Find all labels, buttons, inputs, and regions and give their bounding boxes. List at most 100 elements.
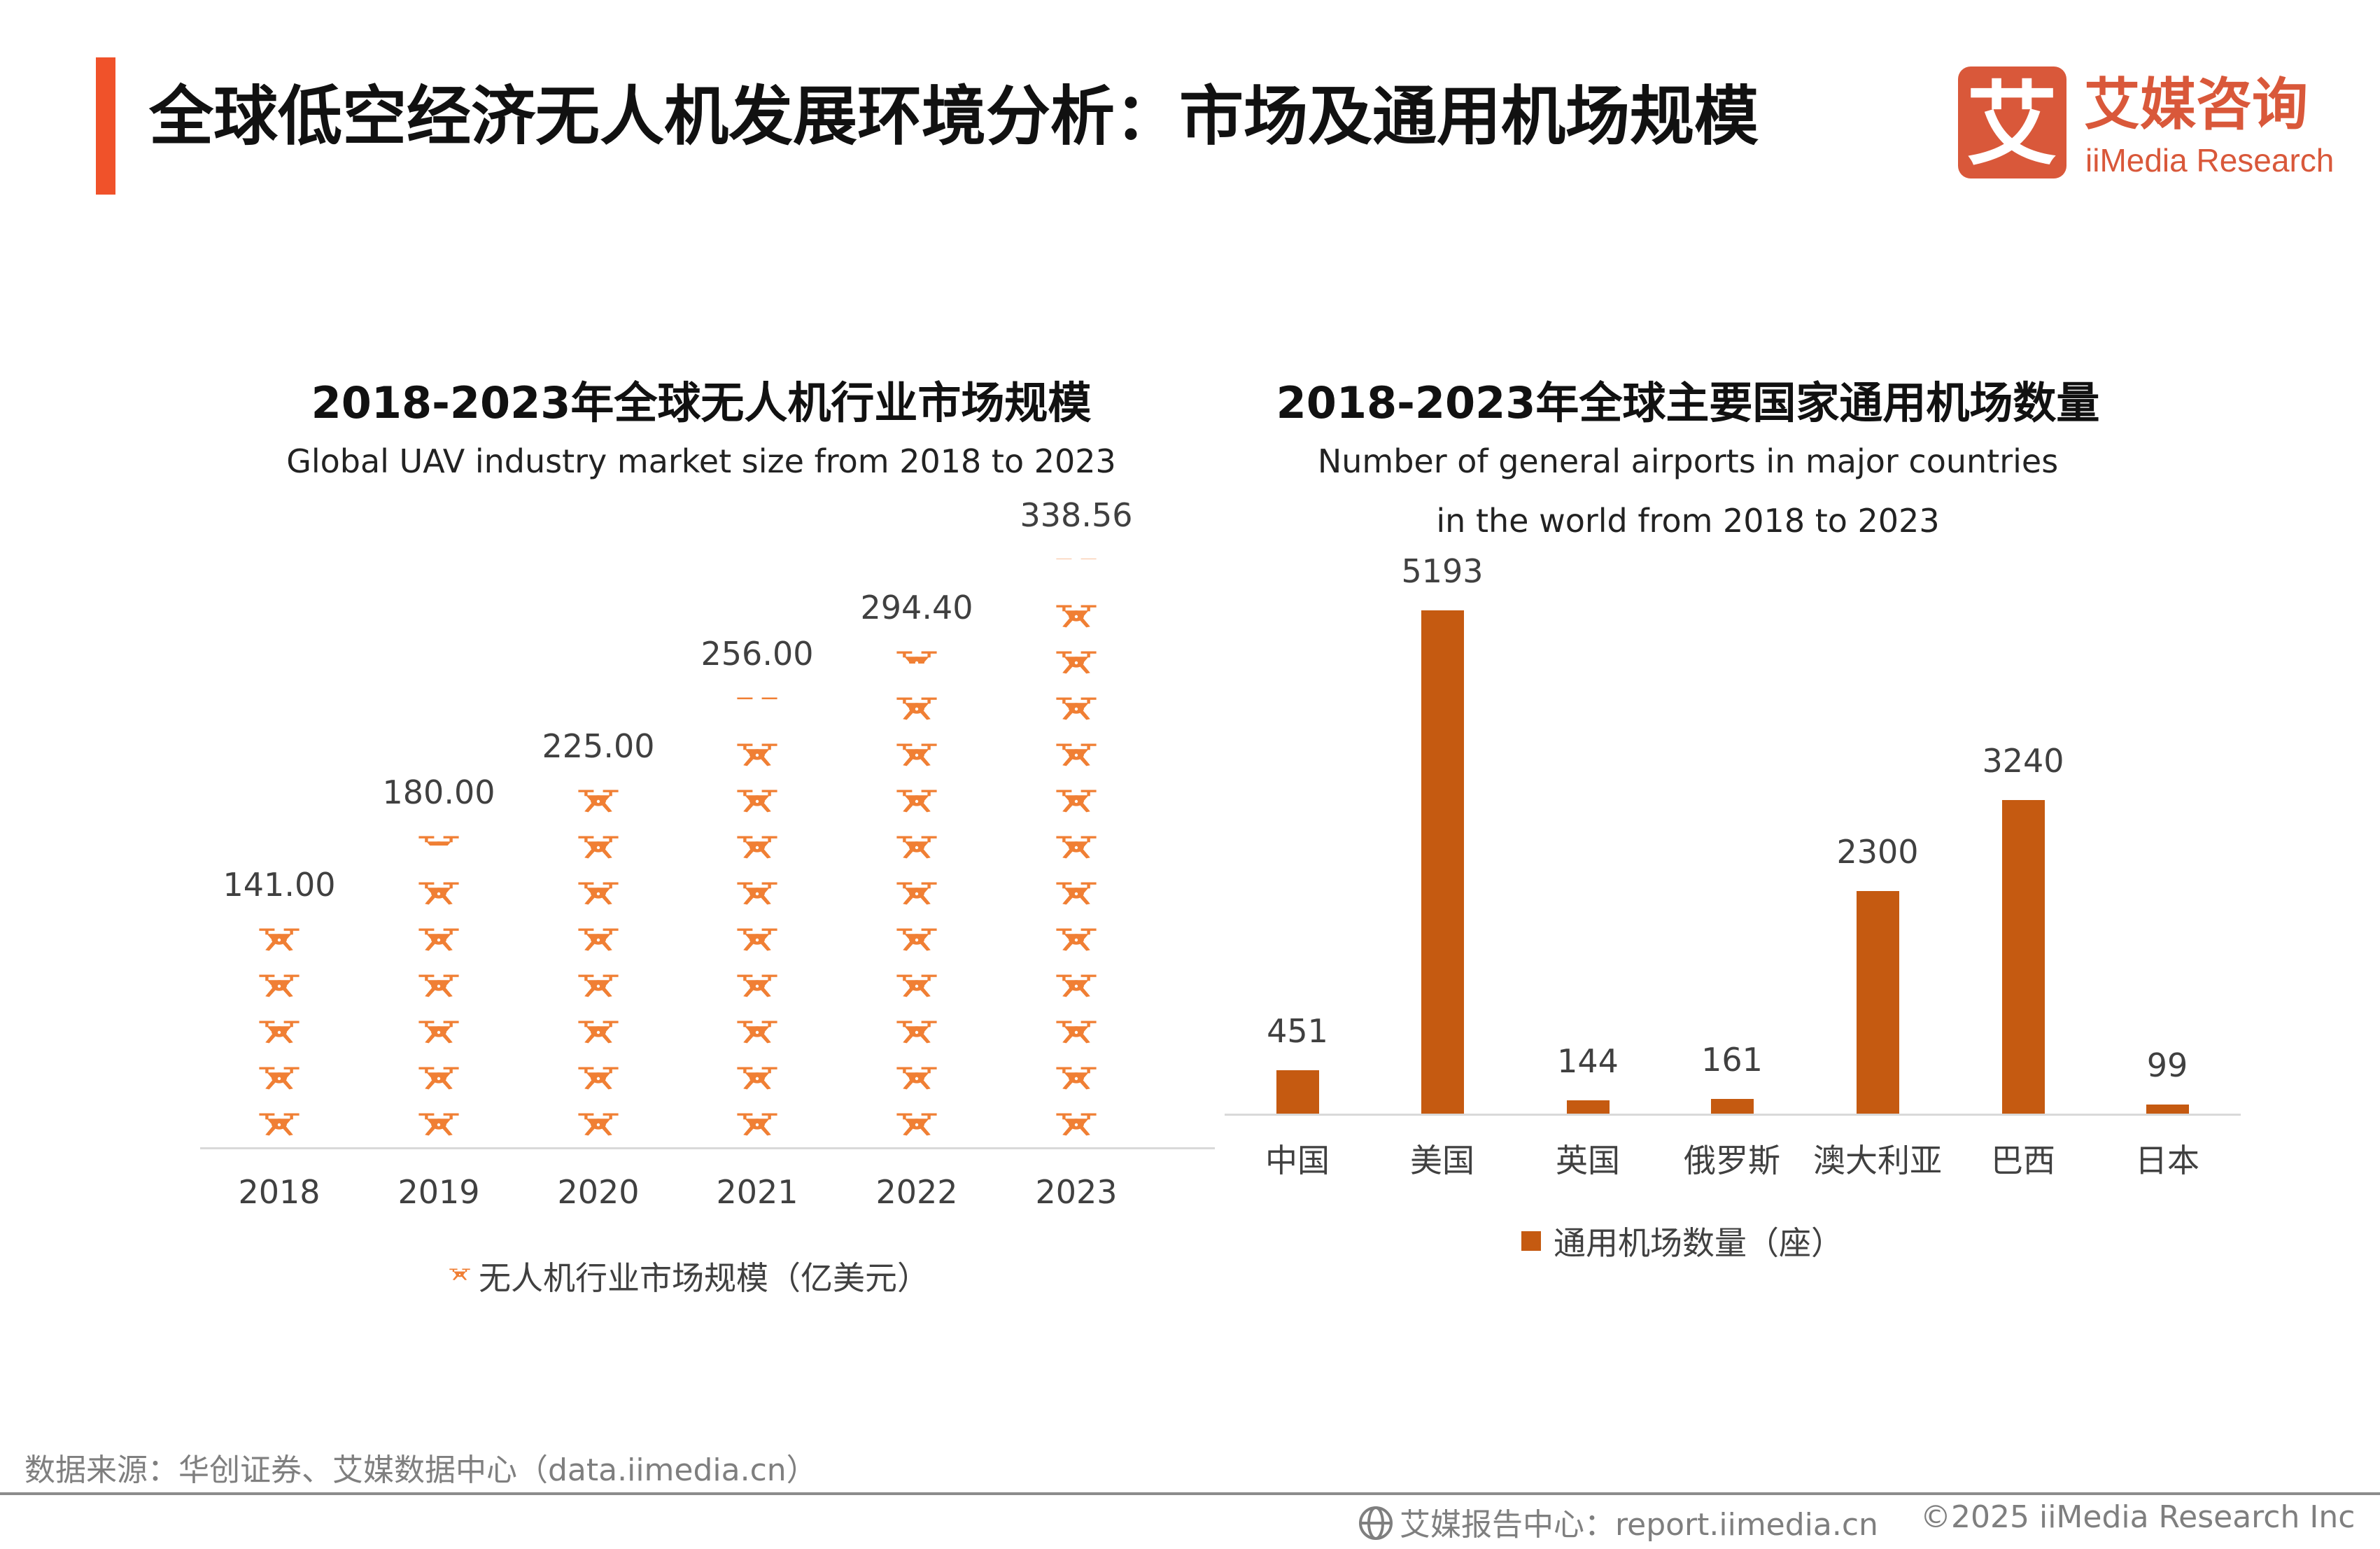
x-tick-label: 巴西 <box>1991 1142 2055 1179</box>
drone-icon <box>1053 927 1099 953</box>
left-legend: 无人机行业市场规模（亿美元） <box>448 1253 929 1299</box>
drone-icon <box>894 742 940 769</box>
footer-divider <box>0 1492 2380 1495</box>
data-label: 161 <box>1701 1040 1763 1079</box>
drone-icon <box>894 788 940 815</box>
x-tick-label: 2020 <box>557 1173 640 1211</box>
drone-icon <box>894 834 940 861</box>
right-legend: 通用机场数量（座） <box>1521 1218 1843 1264</box>
bar <box>1566 1100 1610 1114</box>
data-source: 数据来源：华创证券、艾媒数据中心（data.iimedia.cn） <box>24 1452 817 1488</box>
drone-icon <box>575 1112 621 1138</box>
drone-icon <box>1053 973 1099 1000</box>
left-x-axis <box>200 1147 1215 1149</box>
drone-icon <box>734 1112 780 1138</box>
data-label: 3240 <box>1982 741 2064 780</box>
drone-icon <box>1053 834 1099 861</box>
drone-icon <box>1053 696 1099 722</box>
bar <box>2001 799 2045 1114</box>
right-chart-subtitle-line2: in the world from 2018 to 2023 <box>1436 502 1940 540</box>
bar <box>2146 1105 2189 1114</box>
drone-icon <box>734 1065 780 1092</box>
bar <box>1710 1098 1754 1114</box>
svg-text:艾媒咨询: 艾媒咨询 <box>2084 72 2308 137</box>
x-tick-label: 2023 <box>1035 1173 1118 1211</box>
drone-icon <box>1053 788 1099 815</box>
drone-icon <box>1053 1112 1099 1138</box>
globe-icon <box>1358 1505 1394 1549</box>
svg-text:艾: 艾 <box>1966 71 2057 178</box>
uav-market-pictograph-chart: 141.00 2018 180.00 2019 225.00 2020 256.00 2021… <box>0 0 1225 1400</box>
drone-icon <box>1053 742 1099 769</box>
drone-icon <box>894 1065 940 1092</box>
drone-icon <box>575 788 621 815</box>
x-tick-label: 英国 <box>1556 1142 1620 1179</box>
report-center: 艾媒报告中心：report.iimedia.cn <box>1358 1499 1878 1549</box>
copyright: ©2025 iiMedia Research Inc <box>1920 1499 2356 1535</box>
drone-icon <box>894 973 940 1000</box>
drone-icon <box>734 881 780 907</box>
right-legend-label: 通用机场数量（座） <box>1554 1224 1843 1262</box>
drone-icon <box>734 788 780 815</box>
data-label: 5193 <box>1401 552 1484 590</box>
svg-text:iiMedia Research: iiMedia Research <box>2085 142 2334 178</box>
drone-icon <box>256 973 302 1000</box>
data-label: 294.40 <box>860 589 973 626</box>
drone-icon <box>416 1065 462 1092</box>
drone-icon <box>894 696 940 722</box>
data-label: 225.00 <box>542 727 655 765</box>
drone-icon <box>256 927 302 953</box>
title-accent-bar <box>96 57 115 195</box>
drone-icon <box>894 1112 940 1138</box>
drone-icon <box>894 881 940 907</box>
right-x-axis <box>1225 1114 2241 1116</box>
drone-icon <box>894 1019 940 1046</box>
drone-icon <box>1053 1065 1099 1092</box>
x-tick-label: 2018 <box>238 1173 321 1211</box>
drone-icon <box>256 1065 302 1092</box>
data-label: 99 <box>2146 1046 2188 1085</box>
drone-icon <box>575 881 621 907</box>
drone-icon <box>1053 557 1099 560</box>
x-tick-label: 日本 <box>2135 1142 2199 1179</box>
data-label: 256.00 <box>700 635 814 673</box>
data-label: 144 <box>1557 1042 1619 1081</box>
drone-icon <box>575 973 621 1000</box>
drone-icon <box>734 834 780 861</box>
airports-bar-chart: 451 中国 5193 美国 144 英国 161 俄罗斯 2300 澳大利亚 3240 巴西 99 日本 <box>1265 552 2199 1179</box>
drone-icon <box>734 742 780 769</box>
report-center-link[interactable]: 艾媒报告中心：report.iimedia.cn <box>1400 1507 1878 1543</box>
data-label: 141.00 <box>223 866 336 904</box>
data-label: 180.00 <box>382 773 495 811</box>
drone-icon <box>575 927 621 953</box>
drone-icon <box>894 650 940 664</box>
x-tick-label: 美国 <box>1410 1142 1474 1179</box>
data-label: 451 <box>1267 1012 1328 1051</box>
bar <box>1856 891 1899 1114</box>
drone-icon <box>575 1065 621 1092</box>
x-tick-label: 俄罗斯 <box>1684 1142 1780 1179</box>
drone-icon <box>416 927 462 953</box>
data-label: 2300 <box>1836 833 1919 871</box>
drone-icon <box>416 881 462 907</box>
drone-icon <box>575 1019 621 1046</box>
x-tick-label: 2019 <box>397 1173 480 1211</box>
left-legend-label: 无人机行业市场规模（亿美元） <box>479 1259 929 1297</box>
x-tick-label: 中国 <box>1265 1142 1330 1179</box>
iimedia-logo: 艾 艾媒咨询 iiMedia Research <box>1958 66 2339 182</box>
drone-icon <box>734 973 780 1000</box>
drone-icon <box>416 1019 462 1046</box>
page-title: 全球低空经济无人机发展环境分析：市场及通用机场规模 <box>149 79 1759 154</box>
drone-icon <box>734 927 780 953</box>
drone-icon <box>894 927 940 953</box>
right-chart-subtitle-line1: Number of general airports in major coun… <box>1317 442 2059 480</box>
drone-icon <box>416 973 462 1000</box>
bar <box>1421 610 1464 1114</box>
left-chart-title: 2018-2023年全球无人机行业市场规模 <box>311 377 1092 428</box>
drone-icon <box>416 1112 462 1138</box>
x-tick-label: 澳大利亚 <box>1813 1142 1942 1179</box>
drone-icon <box>1053 603 1099 630</box>
bar <box>1276 1070 1319 1114</box>
drone-icon <box>1053 881 1099 907</box>
x-tick-label: 2021 <box>716 1173 798 1211</box>
